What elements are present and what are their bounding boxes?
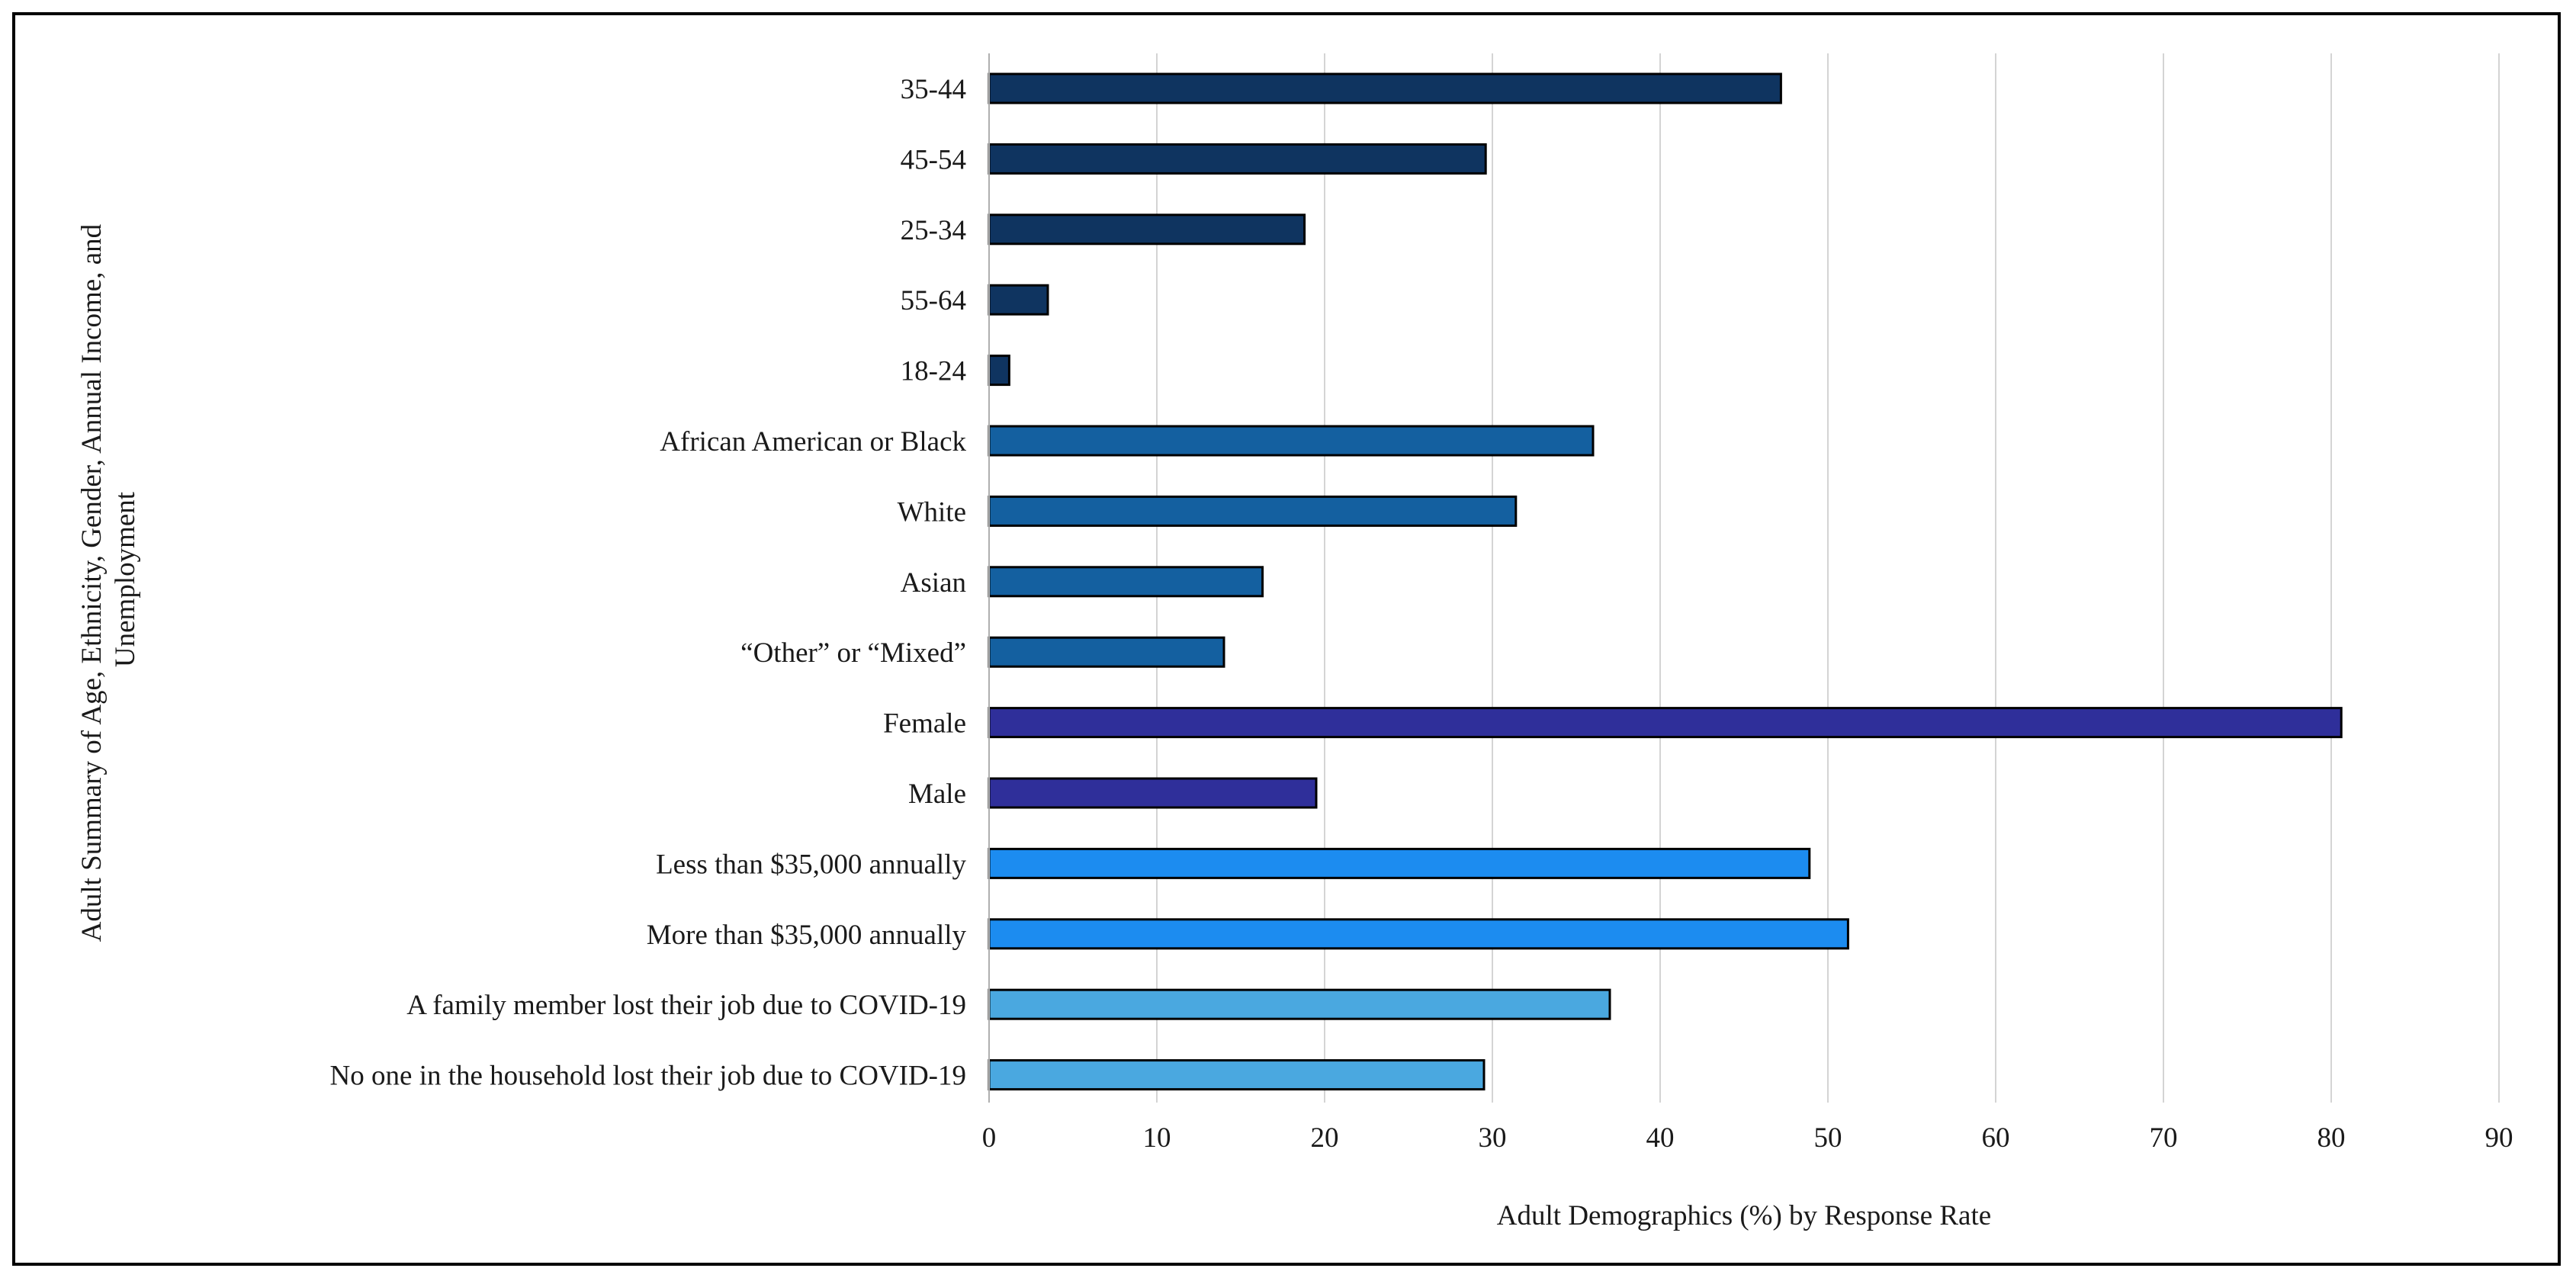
bar [988,495,1518,527]
x-tick-label: 90 [2485,1122,2513,1154]
category-label: 25-34 [901,215,966,246]
x-tick-label: 60 [1982,1122,2010,1154]
x-tick-label: 30 [1479,1122,1507,1154]
category-label: More than $35,000 annually [647,920,967,951]
category-label: 35-44 [901,74,966,105]
bar [988,566,1264,598]
category-label: 18-24 [901,356,966,387]
bar [988,988,1611,1020]
category-labels: 35-44 45-54 25-34 55-64 18-24 African America… [330,74,967,1092]
bar [988,847,1811,879]
x-tick-labels: 0 10 20 30 40 50 60 70 80 90 [982,1122,2513,1154]
x-tick-label: 40 [1646,1122,1675,1154]
bar [988,284,1049,316]
x-tick-label: 0 [982,1122,997,1154]
bar [988,214,1306,246]
bar [988,425,1595,457]
category-label: A family member lost their job due to CO… [406,990,966,1021]
category-label: African American or Black [660,426,966,458]
bar [988,1059,1486,1091]
bars [988,72,2343,1091]
x-axis-title: Adult Demographics (%) by Response Rate [1497,1200,1991,1231]
y-axis-title-line-1: Adult Summary of Age, Ethnicity, Gender,… [76,223,108,942]
x-tick-label: 70 [2150,1122,2178,1154]
bar [988,72,1782,104]
x-tick-label: 50 [1814,1122,1842,1154]
category-label: Female [883,708,966,740]
x-tick-label: 20 [1311,1122,1339,1154]
category-label: No one in the household lost their job d… [330,1061,966,1092]
category-label: 55-64 [901,285,966,316]
category-label: Male [908,779,966,810]
bar [988,777,1318,809]
x-tick-label: 10 [1143,1122,1171,1154]
bar [988,636,1225,668]
category-label: 45-54 [901,144,966,175]
y-axis-title-line-2: Unemployment [110,491,141,667]
bar [988,355,1010,387]
category-label: “Other” or “Mixed” [740,637,966,669]
bar [988,707,2343,739]
y-axis-title: Adult Summary of Age, Ethnicity, Gender,… [76,217,141,942]
category-label: Asian [901,567,966,599]
category-label: White [898,496,966,528]
bar [988,143,1487,175]
category-label: Less than $35,000 annually [656,849,966,880]
bar [988,918,1849,950]
x-tick-label: 80 [2317,1122,2346,1154]
